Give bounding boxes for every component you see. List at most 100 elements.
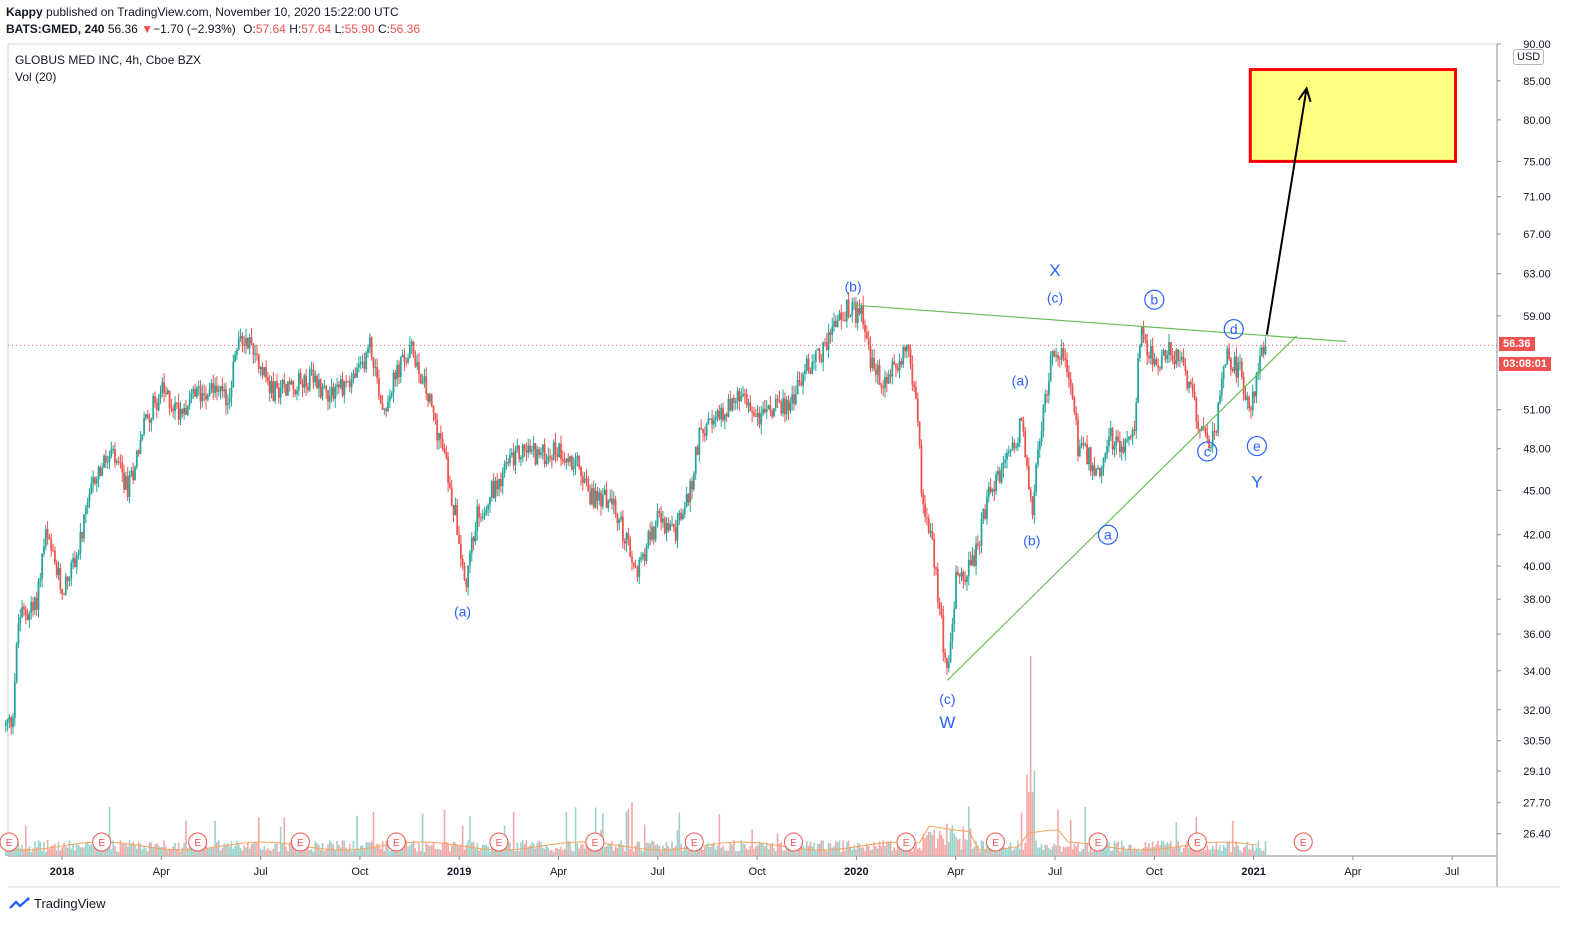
volume-bar <box>1100 848 1103 856</box>
volume-bar <box>540 842 542 856</box>
volume-bar <box>940 834 943 856</box>
candle <box>978 545 981 547</box>
candle <box>205 394 207 400</box>
volume-bar <box>800 844 803 856</box>
volume-bar <box>767 849 770 856</box>
candle <box>643 553 646 561</box>
earnings-marker-label: E <box>691 838 698 849</box>
earnings-marker-label: E <box>1095 838 1102 849</box>
earnings-marker[interactable] <box>1293 832 1313 852</box>
candle <box>405 361 408 363</box>
earnings-marker[interactable] <box>684 832 704 852</box>
earnings-marker[interactable] <box>1187 832 1207 852</box>
candle <box>525 450 528 453</box>
target-arrow[interactable] <box>1265 88 1308 335</box>
earnings-marker[interactable] <box>92 832 112 852</box>
volume-bar <box>807 845 810 856</box>
time-tick-label: Apr <box>550 866 567 878</box>
candle <box>541 444 544 453</box>
target-box[interactable] <box>1248 68 1458 163</box>
author-name[interactable]: Kappy <box>6 5 43 19</box>
candle <box>691 481 693 490</box>
upper-trendline[interactable] <box>853 304 1347 343</box>
earnings-marker[interactable] <box>0 832 19 852</box>
candle <box>399 356 402 378</box>
earnings-marker[interactable] <box>489 832 509 852</box>
price-tick-label: 38.00 <box>1523 594 1551 606</box>
volume-bar <box>181 847 184 856</box>
candle <box>1033 492 1036 516</box>
volume-bar <box>401 847 404 856</box>
candle <box>758 412 761 425</box>
candle <box>816 348 819 351</box>
price-tick-label: 51.00 <box>1523 405 1551 417</box>
candle <box>361 361 364 363</box>
earnings-marker[interactable] <box>585 832 605 852</box>
earnings-marker[interactable] <box>290 832 310 852</box>
volume-bar <box>734 850 737 856</box>
earnings-marker[interactable] <box>896 832 916 852</box>
candle <box>74 558 76 568</box>
currency-button[interactable]: USD <box>1513 49 1545 65</box>
candle <box>849 315 852 317</box>
candle <box>154 395 156 404</box>
candle <box>1255 374 1258 397</box>
volume-bar <box>438 848 440 856</box>
candle <box>1017 443 1019 448</box>
earnings-marker[interactable] <box>985 832 1005 852</box>
candle <box>1044 394 1047 406</box>
earnings-marker[interactable] <box>1088 832 1108 852</box>
volume-bar <box>110 849 113 856</box>
volume-bar <box>849 846 852 856</box>
candle <box>319 379 322 398</box>
volume-bar <box>72 843 74 856</box>
footer-brand[interactable]: TradingView <box>8 896 106 911</box>
time-tick-label: Apr <box>947 866 964 878</box>
volume-bar <box>177 842 180 856</box>
candle <box>822 342 825 362</box>
candle <box>530 449 533 452</box>
candle <box>474 531 477 542</box>
candle <box>831 326 834 335</box>
volume-bar <box>398 848 400 856</box>
candle <box>150 419 153 423</box>
volume-bar <box>1255 847 1258 856</box>
candle <box>796 380 799 395</box>
volume-bar <box>1262 850 1265 856</box>
volume-bar <box>611 840 613 856</box>
candle <box>1104 453 1107 460</box>
volume-bar <box>869 850 872 856</box>
volume-bar <box>964 839 966 856</box>
candle <box>1260 347 1263 356</box>
candle <box>241 336 244 345</box>
volume-bar <box>543 848 546 856</box>
candle <box>358 364 360 368</box>
earnings-marker-label: E <box>297 838 304 849</box>
candle <box>410 341 413 346</box>
lower-trendline[interactable] <box>947 335 1298 681</box>
volume-bar <box>1210 849 1212 856</box>
candle <box>1073 398 1076 412</box>
candle <box>330 387 333 396</box>
volume-bar <box>336 841 338 856</box>
candle <box>108 456 111 462</box>
candle <box>1049 356 1052 382</box>
earnings-marker-label: E <box>992 838 999 849</box>
volume-bar <box>1082 848 1085 856</box>
candle <box>714 416 717 421</box>
volume-bar <box>1015 847 1017 856</box>
earnings-marker[interactable] <box>188 832 208 852</box>
volume-bar <box>873 842 875 856</box>
volume-bar <box>534 848 537 856</box>
earnings-marker[interactable] <box>784 832 804 852</box>
candle <box>1007 451 1010 453</box>
earnings-marker[interactable] <box>386 832 406 852</box>
volume-bar <box>1006 847 1008 856</box>
candle <box>177 403 180 420</box>
candle <box>727 399 730 417</box>
candle <box>414 355 417 367</box>
volume-bar <box>552 851 555 856</box>
volume-bar <box>434 849 437 856</box>
candle <box>416 362 419 367</box>
